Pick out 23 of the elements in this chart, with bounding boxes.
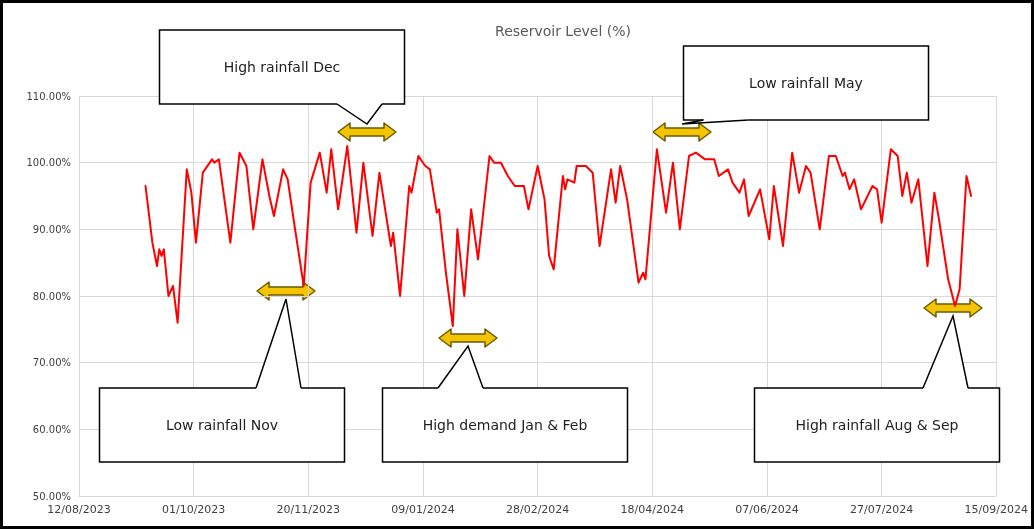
y-tick-label: 70.00% xyxy=(32,357,71,369)
y-tick-label: 50.00% xyxy=(32,490,71,502)
x-tick-label: 20/11/2023 xyxy=(276,503,341,516)
y-tick-label: 110.00% xyxy=(26,90,71,102)
annotation: High demand Jan & Feb xyxy=(422,417,588,433)
y-tick-label: 100.00% xyxy=(26,157,71,169)
annotation: Low rainfall Nov xyxy=(165,417,279,433)
x-tick-label: 28/02/2024 xyxy=(505,503,570,516)
y-tick-label: 90.00% xyxy=(32,223,71,235)
x-tick-label: 07/06/2024 xyxy=(735,503,799,516)
x-tick-label: 27/07/2024 xyxy=(849,503,914,516)
text: Low rainfall May xyxy=(749,75,863,91)
y-tick-label: 80.00% xyxy=(32,290,71,302)
annotation: High rainfall Aug & Sep xyxy=(795,417,959,433)
text: High rainfall Dec xyxy=(223,59,341,75)
line-series xyxy=(144,145,973,327)
x-tick-label: 15/09/2024 xyxy=(964,503,1028,516)
x-tick-label: 09/01/2024 xyxy=(391,503,455,516)
y-tick-label: 60.00% xyxy=(32,423,71,435)
x-tick-label: 01/10/2023 xyxy=(161,503,226,516)
x-tick-label: 12/08/2023 xyxy=(47,503,111,516)
x-tick-label: 18/04/2024 xyxy=(620,503,685,516)
chart-title: Reservoir Level (%) xyxy=(495,23,631,39)
